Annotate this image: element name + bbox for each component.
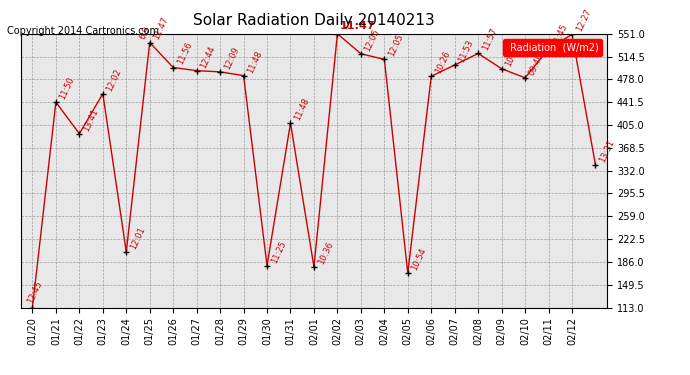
Text: 11:45: 11:45 — [551, 22, 569, 48]
Text: 10:54: 10:54 — [410, 246, 428, 272]
Text: 09:40: 09:40 — [527, 51, 546, 76]
Text: 11:48: 11:48 — [246, 49, 264, 74]
Text: 11:53: 11:53 — [457, 38, 475, 64]
Text: 10:55: 10:55 — [504, 42, 522, 68]
Text: 11:47: 11:47 — [152, 16, 170, 41]
Text: 6:9: 6:9 — [138, 26, 152, 41]
Title: Solar Radiation Daily 20140213: Solar Radiation Daily 20140213 — [193, 13, 435, 28]
Text: 11:56: 11:56 — [175, 41, 194, 66]
Text: 12:44: 12:44 — [199, 44, 217, 69]
Text: 13:31: 13:31 — [598, 138, 616, 164]
Text: 11:47: 11:47 — [339, 21, 375, 31]
Text: 12:05: 12:05 — [386, 33, 405, 58]
Text: 11:48: 11:48 — [293, 96, 311, 122]
Text: 12:09: 12:09 — [222, 45, 241, 70]
Text: 11:25: 11:25 — [269, 239, 288, 264]
Text: 10:26: 10:26 — [433, 50, 452, 75]
Legend: Radiation  (W/m2): Radiation (W/m2) — [503, 39, 602, 56]
Text: 11:57: 11:57 — [480, 27, 499, 52]
Text: 13:41: 13:41 — [81, 107, 100, 132]
Text: 12:01: 12:01 — [128, 225, 147, 251]
Text: 12:02: 12:02 — [105, 67, 124, 93]
Text: 10:36: 10:36 — [316, 240, 335, 266]
Text: 11:50: 11:50 — [58, 76, 77, 101]
Text: Copyright 2014 Cartronics.com: Copyright 2014 Cartronics.com — [7, 26, 159, 36]
Text: 12:05: 12:05 — [363, 27, 382, 52]
Text: 12:27: 12:27 — [574, 8, 593, 33]
Text: 12:45: 12:45 — [26, 279, 43, 304]
